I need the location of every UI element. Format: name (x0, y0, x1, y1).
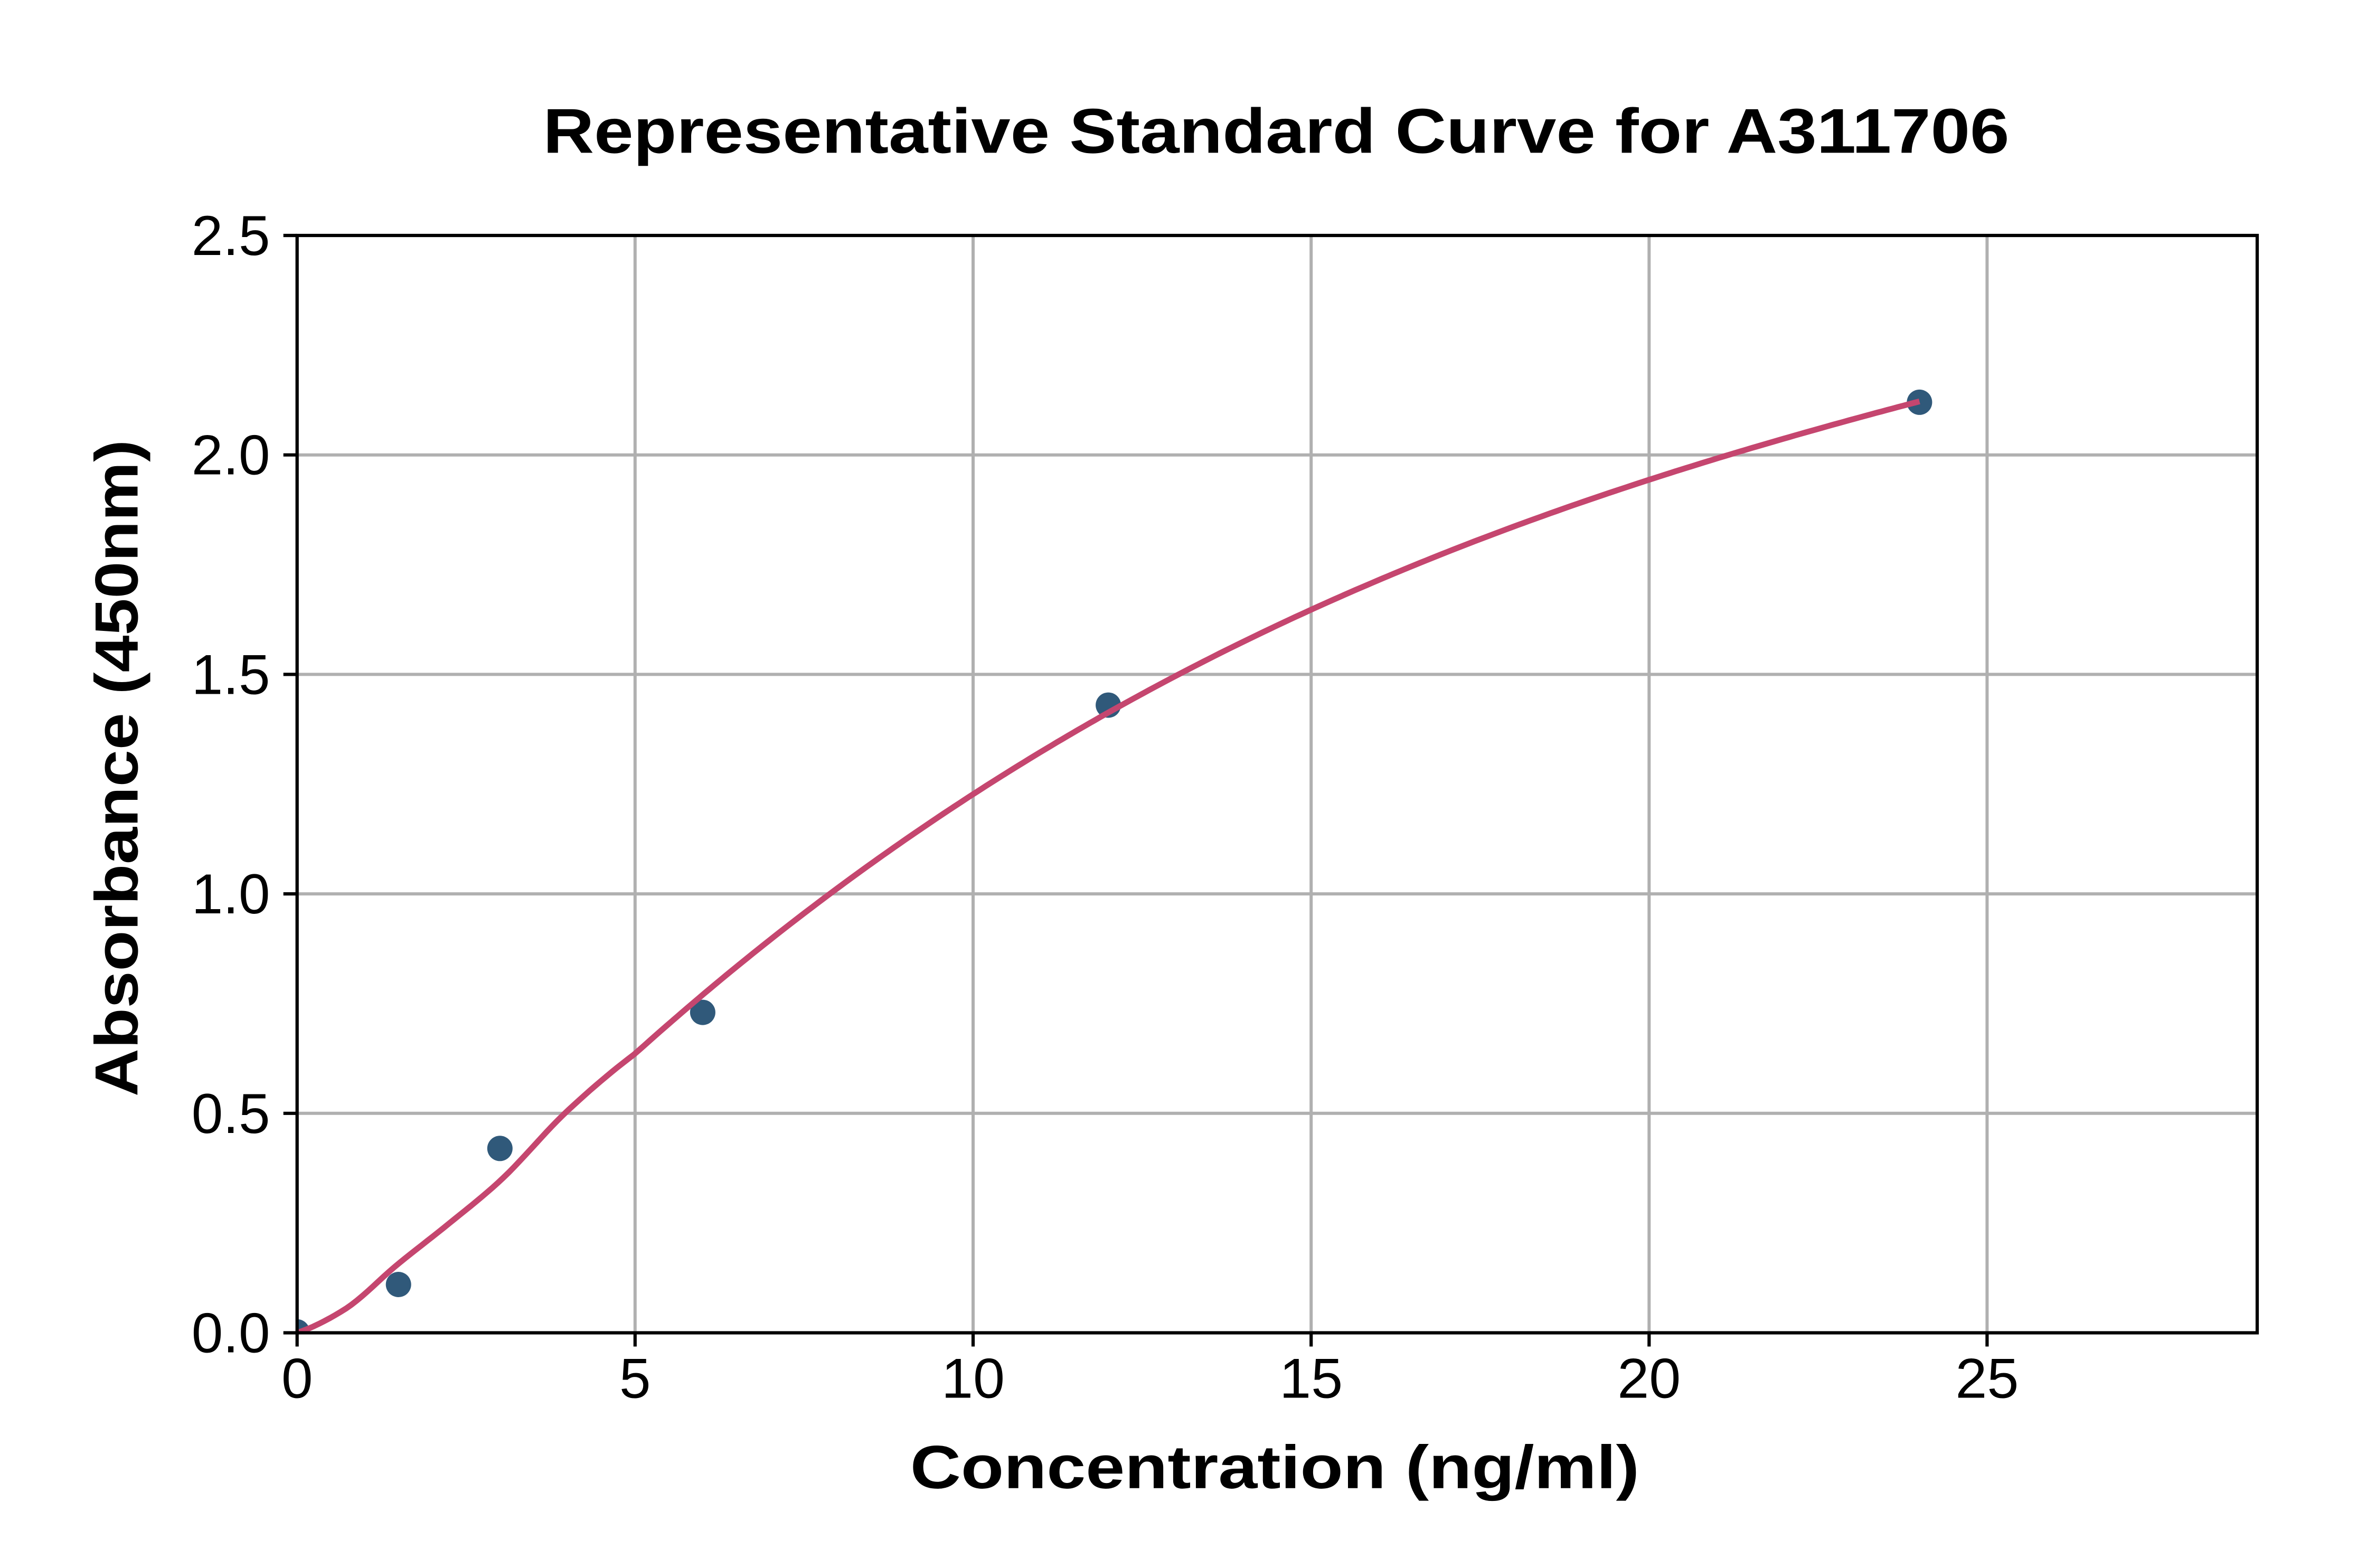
svg-text:Absorbance (450nm): Absorbance (450nm) (83, 440, 151, 1097)
svg-text:1.0: 1.0 (192, 862, 270, 925)
svg-text:0.0: 0.0 (192, 1301, 270, 1365)
svg-text:Concentration (ng/ml): Concentration (ng/ml) (910, 1433, 1639, 1501)
svg-text:15: 15 (1279, 1346, 1343, 1410)
svg-text:Representative Standard Curve: Representative Standard Curve for A31170… (543, 96, 2010, 166)
svg-text:25: 25 (1955, 1346, 2019, 1410)
svg-text:10: 10 (941, 1346, 1005, 1410)
svg-text:2.0: 2.0 (192, 423, 270, 487)
svg-text:2.5: 2.5 (192, 204, 270, 267)
svg-text:0.5: 0.5 (192, 1082, 270, 1145)
svg-text:5: 5 (619, 1346, 651, 1410)
svg-text:0: 0 (281, 1346, 313, 1410)
svg-text:1.5: 1.5 (192, 643, 270, 706)
svg-text:20: 20 (1617, 1346, 1681, 1410)
